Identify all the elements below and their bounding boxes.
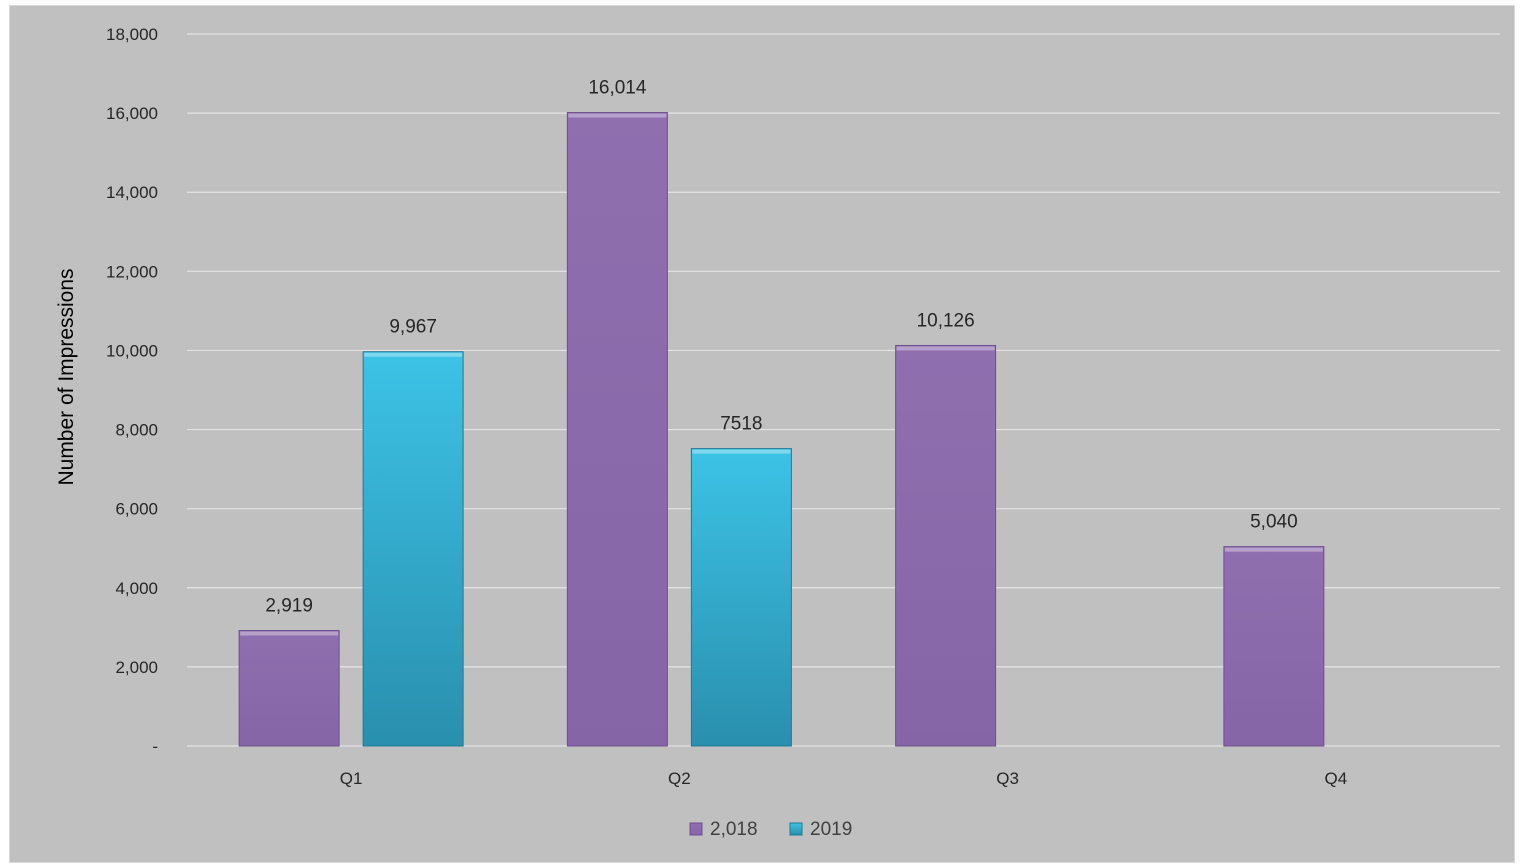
bar-2018-q3 (895, 344, 997, 747)
bar-2019-q2 (690, 448, 792, 747)
y-tick-label: 2,000 (115, 658, 158, 677)
bar-2018-q4 (1223, 546, 1325, 747)
data-label: 10,126 (917, 310, 975, 331)
y-tick-label: 14,000 (106, 183, 158, 202)
y-tick-label: 18,000 (106, 25, 158, 44)
y-tick-label: 4,000 (115, 579, 158, 598)
y-tick-label: 16,000 (106, 104, 158, 123)
bar-highlight (568, 113, 667, 118)
legend-swatch (689, 822, 703, 836)
x-tick-label: Q4 (1325, 769, 1348, 788)
x-tick-label: Q3 (996, 769, 1019, 788)
bar-highlight (364, 352, 463, 357)
bars (238, 112, 1325, 747)
bar-highlight (1224, 547, 1323, 552)
y-tick-label: 10,000 (106, 341, 158, 360)
legend-entry: 2,018 (710, 819, 758, 840)
x-tick-label: Q2 (668, 769, 691, 788)
x-tick-label: Q1 (340, 769, 363, 788)
data-label: 2,919 (265, 596, 313, 617)
y-tick-label: 8,000 (115, 421, 158, 440)
bar-2018-q2 (566, 112, 668, 747)
y-tick-label: 12,000 (106, 262, 158, 281)
data-label: 5,040 (1250, 512, 1298, 533)
data-label: 7518 (720, 414, 762, 435)
y-tick-label: - (152, 737, 158, 756)
data-labels: 2,919 9,967 16,014 7518 10,126 5,040 (265, 78, 1297, 617)
legend-entry: 2019 (810, 819, 852, 840)
data-label: 9,967 (389, 317, 437, 338)
bar-2019-q1 (362, 351, 464, 747)
legend-swatch (789, 822, 803, 836)
y-tick-label: 6,000 (115, 500, 158, 519)
y-axis-tick-labels: - 2,000 4,000 6,000 8,000 10,000 12,000 14,000 1… (106, 25, 158, 756)
x-axis-category-labels: Q1 Q2 Q3 Q4 (340, 769, 1347, 788)
bar-highlight (692, 449, 791, 454)
data-label: 16,014 (588, 78, 647, 99)
bar-highlight (240, 631, 339, 636)
bar-highlight (896, 346, 995, 351)
bar-2018-q1 (238, 630, 340, 747)
y-axis-title: Number of Impressions (55, 268, 78, 485)
legend: 2,018 2019 (689, 819, 852, 840)
